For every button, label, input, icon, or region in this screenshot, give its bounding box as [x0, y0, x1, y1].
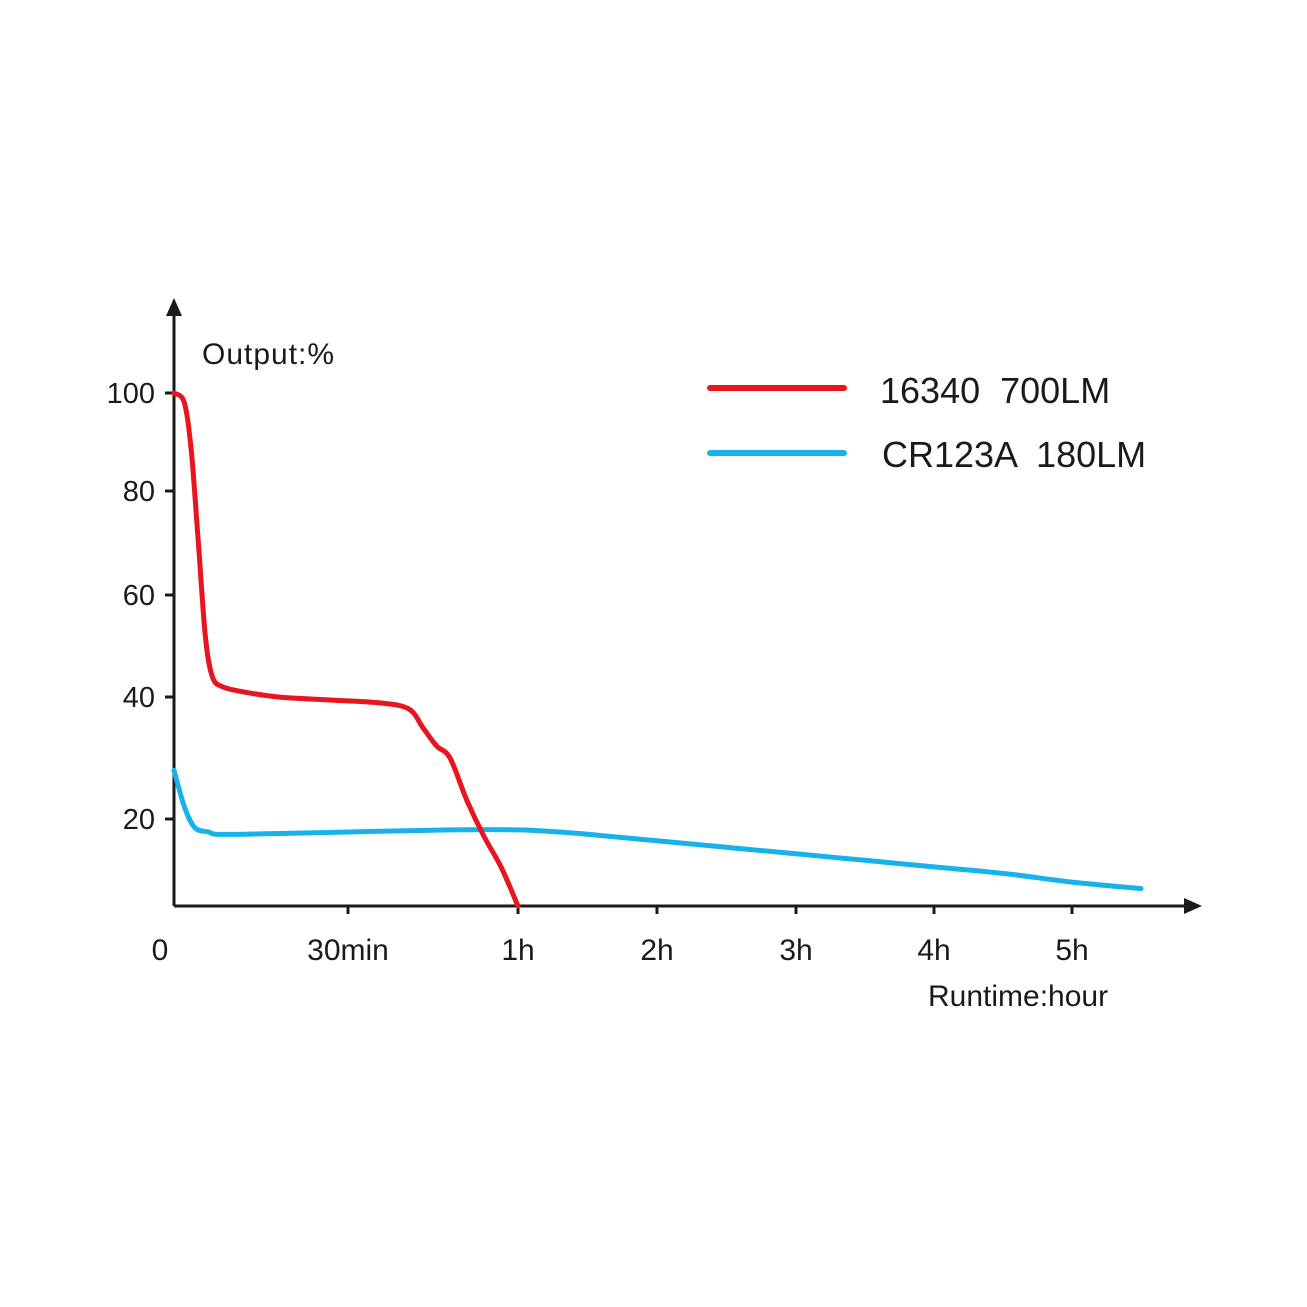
- series-line-cr123a: [171, 767, 1144, 892]
- x-tick-label: 1h: [501, 934, 534, 967]
- x-tick-label: 3h: [779, 934, 812, 967]
- x-tick-label: 0: [152, 934, 169, 967]
- legend-label-16340: 16340 700LM: [880, 370, 1110, 411]
- x-tick-label: 2h: [640, 934, 673, 967]
- y-tick-label: 40: [123, 682, 155, 714]
- x-tick-label: 30min: [307, 934, 389, 967]
- y-tick-label: 80: [123, 476, 155, 508]
- y-axis-arrow: [166, 298, 182, 316]
- y-axis-title: Output:%: [202, 338, 335, 371]
- series-lines: [171, 390, 1144, 909]
- legend: 16340 700LM CR123A 180LM: [707, 370, 1146, 475]
- legend-label-cr123a: CR123A 180LM: [882, 434, 1146, 475]
- x-tick-label: 4h: [917, 934, 950, 967]
- series-line-16340: [171, 390, 521, 909]
- x-axis-ticks: 0 30min 1h 2h 3h 4h 5h: [152, 906, 1089, 967]
- y-tick-label: 100: [107, 378, 155, 410]
- x-axis-title: Runtime:hour: [928, 980, 1108, 1013]
- y-axis-ticks: 100 80 60 40 20: [107, 378, 174, 836]
- x-tick-label: 5h: [1055, 934, 1088, 967]
- y-tick-label: 20: [123, 804, 155, 836]
- y-tick-label: 60: [123, 580, 155, 612]
- x-axis-arrow: [1184, 898, 1202, 914]
